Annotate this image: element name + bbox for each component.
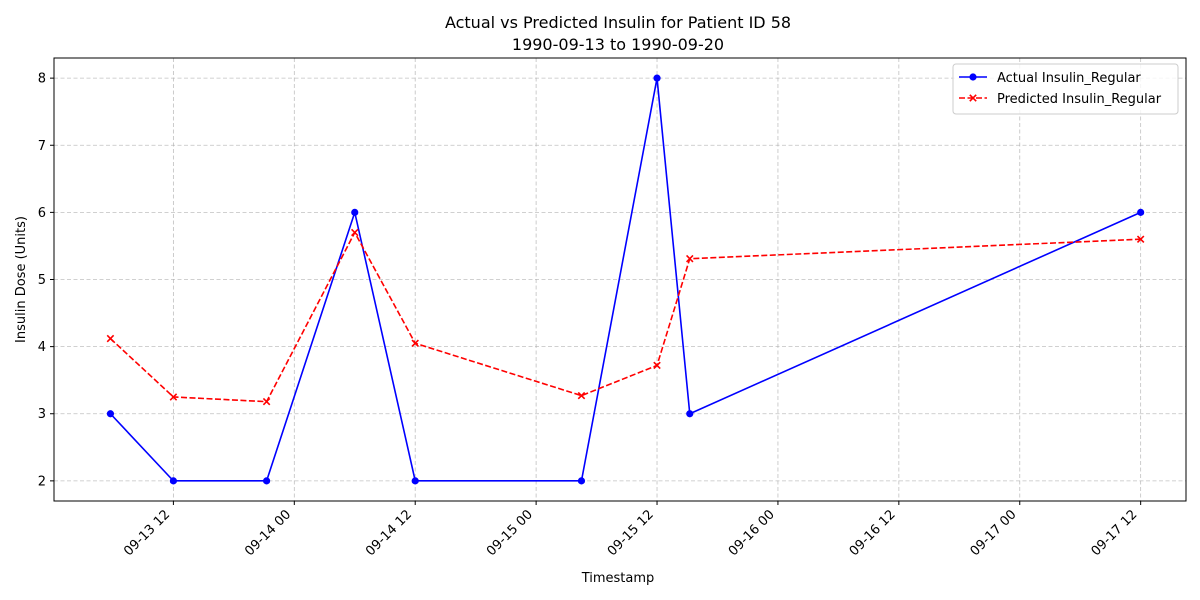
y-tick-label: 3	[38, 407, 46, 422]
predicted-point	[686, 254, 694, 263]
x-tick-label: 09-17 12	[1089, 507, 1141, 559]
y-tick-label: 8	[38, 72, 46, 87]
x-tick-label: 09-13 12	[121, 507, 173, 559]
predicted-point	[1136, 235, 1145, 243]
x-axis-label: Timestamp	[581, 571, 655, 586]
predicted-point	[411, 339, 419, 348]
predicted-point	[169, 393, 178, 401]
actual-point	[686, 410, 694, 418]
axes: 2 3 4 5 6 7 8 09-13 12 09-14 00 09-14 12 09-15 00 0…	[38, 72, 1142, 559]
actual-point	[577, 477, 586, 485]
actual-point	[411, 477, 419, 485]
y-tick-label: 6	[38, 206, 46, 221]
plot-frame	[53, 57, 1187, 502]
legend-actual-label: Actual Insulin_Regular	[997, 71, 1141, 86]
legend-predicted-marker	[969, 94, 977, 102]
y-axis-label: Insulin Dose (Units)	[14, 216, 29, 343]
legend-box	[952, 63, 1179, 115]
legend-actual-marker	[969, 73, 977, 81]
x-tick-label: 09-15 00	[484, 507, 536, 559]
legend-predicted-label: Predicted Insulin_Regular	[997, 92, 1162, 107]
actual-point	[169, 477, 177, 485]
predicted-point	[577, 391, 586, 400]
predicted-point	[653, 361, 661, 370]
predicted-point	[262, 397, 271, 406]
y-tick-label: 5	[38, 273, 46, 288]
x-tick-label: 09-16 00	[726, 507, 778, 559]
grid	[54, 58, 1186, 501]
predicted-point	[106, 334, 115, 343]
actual-point	[351, 208, 359, 216]
predicted-series-line	[109, 231, 1141, 403]
y-tick-label: 2	[38, 474, 46, 489]
x-tick-label: 09-17 00	[968, 507, 1020, 559]
actual-point	[653, 74, 661, 82]
legend: Actual Insulin_Regular Predicted Insulin…	[952, 63, 1179, 115]
x-tick-label: 09-14 12	[363, 507, 415, 559]
actual-point	[262, 477, 271, 485]
y-tick-label: 4	[38, 340, 46, 355]
y-tick-label: 7	[38, 139, 46, 154]
x-tick-label: 09-14 00	[242, 507, 294, 559]
x-tick-label: 09-15 12	[605, 507, 657, 559]
chart-subtitle: 1990-09-13 to 1990-09-20	[512, 35, 724, 54]
actual-point	[1137, 208, 1145, 216]
predicted-point	[350, 228, 359, 237]
series-layer	[106, 74, 1145, 485]
actual-point	[106, 410, 115, 418]
x-tick-label: 09-16 12	[847, 507, 899, 559]
chart-title: Actual vs Predicted Insulin for Patient …	[445, 13, 791, 32]
